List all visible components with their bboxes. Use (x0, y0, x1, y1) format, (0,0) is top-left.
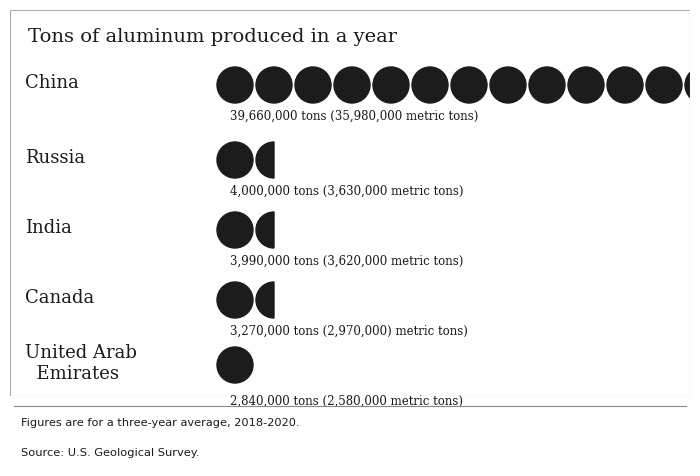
Text: United Arab
  Emirates: United Arab Emirates (25, 344, 137, 383)
Circle shape (607, 67, 643, 103)
Text: India: India (25, 219, 72, 237)
Circle shape (451, 67, 487, 103)
Circle shape (412, 67, 448, 103)
Text: Canada: Canada (25, 289, 94, 307)
Text: 2,840,000 tons (2,580,000 metric tons): 2,840,000 tons (2,580,000 metric tons) (230, 395, 463, 408)
Circle shape (529, 67, 565, 103)
Circle shape (217, 142, 253, 178)
Circle shape (490, 67, 526, 103)
Wedge shape (256, 282, 274, 318)
Circle shape (295, 67, 331, 103)
Circle shape (568, 67, 604, 103)
Text: China: China (25, 74, 79, 92)
Text: Source: U.S. Geological Survey.: Source: U.S. Geological Survey. (21, 448, 200, 458)
Wedge shape (256, 142, 274, 178)
Text: 39,660,000 tons (35,980,000 metric tons): 39,660,000 tons (35,980,000 metric tons) (230, 110, 478, 123)
Text: 4,000,000 tons (3,630,000 metric tons): 4,000,000 tons (3,630,000 metric tons) (230, 185, 463, 198)
Text: Tons of aluminum produced in a year: Tons of aluminum produced in a year (28, 28, 397, 46)
Wedge shape (256, 212, 274, 248)
Text: Russia: Russia (25, 149, 85, 167)
Circle shape (334, 67, 370, 103)
Circle shape (217, 282, 253, 318)
Circle shape (217, 67, 253, 103)
Circle shape (373, 67, 409, 103)
Circle shape (217, 212, 253, 248)
Text: 3,270,000 tons (2,970,000) metric tons): 3,270,000 tons (2,970,000) metric tons) (230, 325, 468, 338)
Circle shape (256, 67, 292, 103)
Circle shape (646, 67, 682, 103)
Circle shape (685, 67, 700, 103)
Text: 3,990,000 tons (3,620,000 metric tons): 3,990,000 tons (3,620,000 metric tons) (230, 255, 463, 268)
Circle shape (217, 347, 253, 383)
Text: Figures are for a three-year average, 2018-2020.: Figures are for a three-year average, 20… (21, 418, 300, 428)
